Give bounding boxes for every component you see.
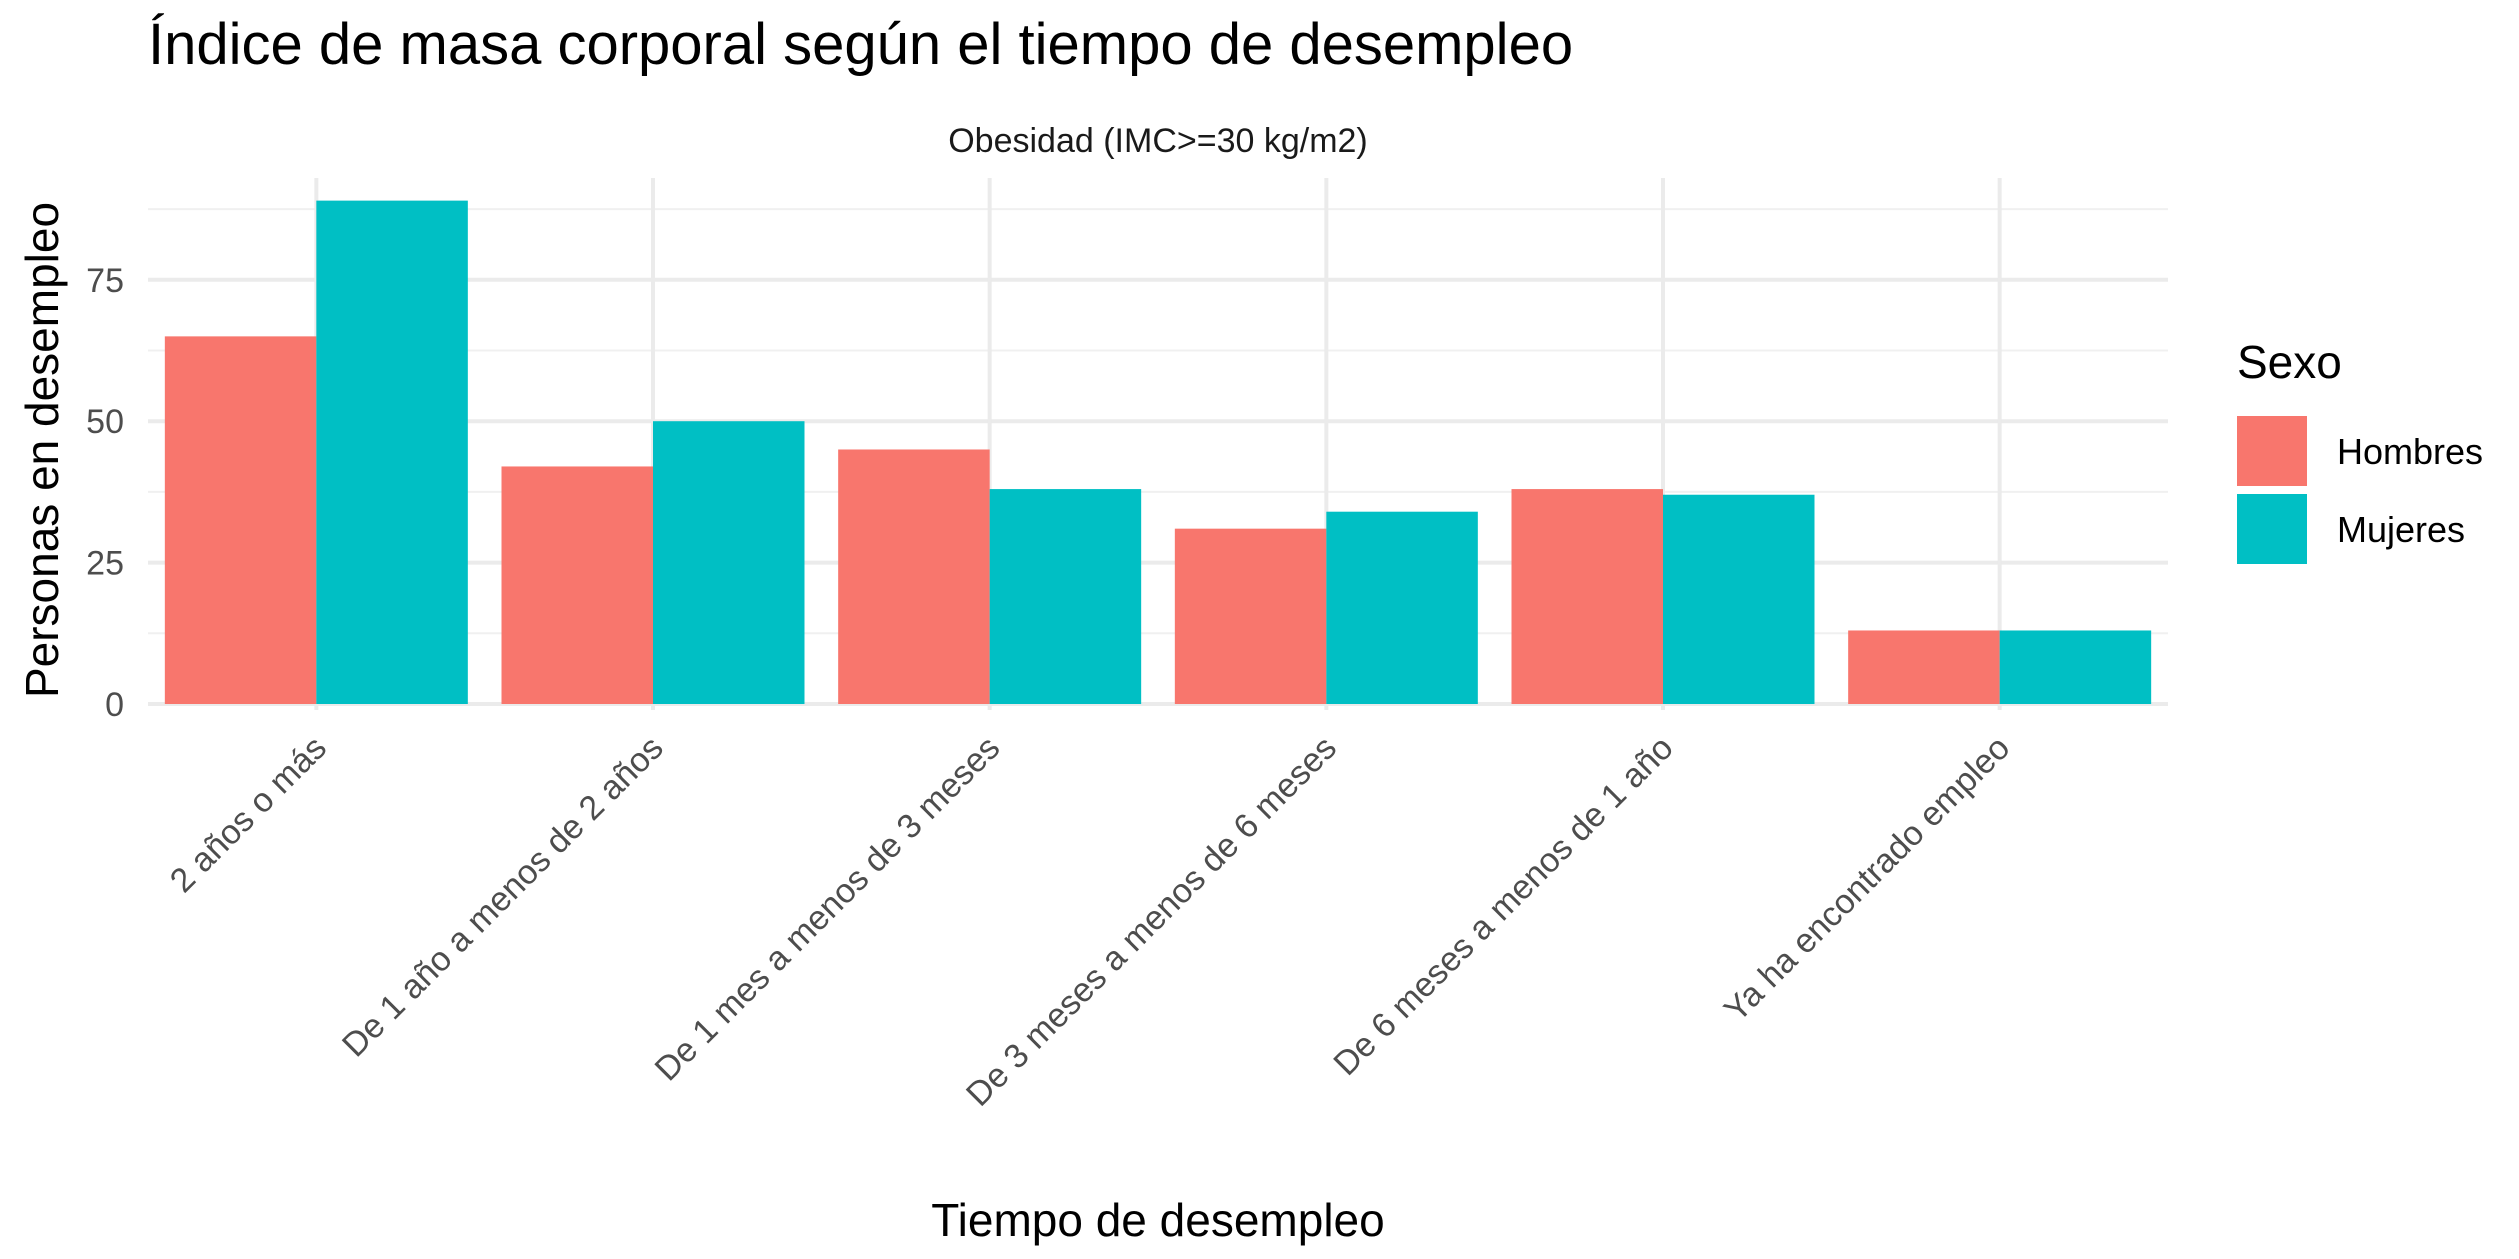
bar-hombres-5 <box>1848 630 2000 704</box>
bar-hombres-2 <box>838 449 990 704</box>
bar-hombres-1 <box>501 466 653 704</box>
facet-label: Obesidad (IMC>=30 kg/m2) <box>948 122 1368 160</box>
bar-mujeres-1 <box>653 421 805 704</box>
y-tick-label: 0 <box>105 686 124 724</box>
legend-key-hombres <box>2237 416 2307 486</box>
bar-mujeres-3 <box>1326 511 1478 704</box>
x-tick-label: De 6 meses a menos de 1 año <box>1326 729 1680 1083</box>
y-axis-title: Personas en desempleo <box>16 202 68 698</box>
legend-key-mujeres <box>2237 494 2307 564</box>
y-axis-ticks: 0 25 50 75 <box>86 262 124 724</box>
y-tick-label: 25 <box>86 545 124 583</box>
grid <box>148 178 2168 710</box>
x-axis-title: Tiempo de desempleo <box>931 1194 1384 1246</box>
bar-hombres-4 <box>1511 489 1663 704</box>
bar-mujeres-2 <box>989 489 1142 704</box>
x-tick-label: 2 años o más <box>163 729 334 900</box>
legend-label-mujeres: Mujeres <box>2337 509 2465 550</box>
x-tick-label: Ya ha encontrado empleo <box>1717 729 2017 1029</box>
bars <box>164 200 2152 704</box>
bar-mujeres-0 <box>316 200 468 704</box>
y-tick-label: 75 <box>86 262 124 300</box>
x-tick-label: De 1 año a menos de 2 años <box>335 729 671 1065</box>
bar-mujeres-4 <box>1663 494 1815 704</box>
x-tick-label: De 3 meses a menos de 6 meses <box>959 729 1344 1114</box>
legend: Sexo Hombres Mujeres <box>2237 336 2483 564</box>
legend-title: Sexo <box>2237 336 2342 388</box>
legend-label-hombres: Hombres <box>2337 431 2483 472</box>
bar-mujeres-5 <box>1999 630 2152 704</box>
chart-title: Índice de masa corporal según el tiempo … <box>148 12 1573 77</box>
bar-hombres-3 <box>1174 528 1327 704</box>
y-tick-label: 50 <box>86 403 124 441</box>
bar-hombres-0 <box>164 336 317 704</box>
x-axis-ticks: 2 años o más De 1 año a menos de 2 añosDe… <box>163 729 2018 1114</box>
x-tick-label: De 1 mes a menos de 3 meses <box>648 729 1008 1089</box>
